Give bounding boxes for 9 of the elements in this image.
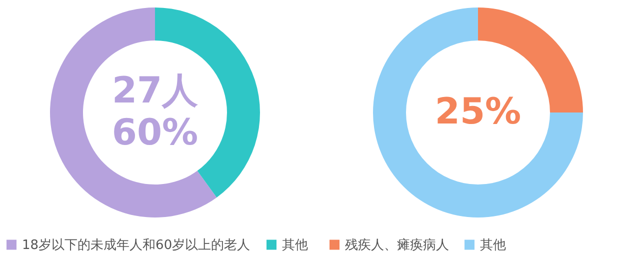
text: 27人 — [112, 70, 198, 112]
donut-slice — [50, 8, 217, 218]
legend-label: 其他 — [480, 238, 506, 253]
legend-label: 残疾人、瘫痪病人 — [345, 238, 449, 253]
donut-slice — [373, 8, 583, 218]
text: 60% — [112, 112, 198, 154]
legend-label: 18岁以下的未成年人和60岁以上的老人 — [22, 238, 250, 253]
legend-label: 其他 — [282, 238, 308, 253]
text: 25% — [434, 92, 522, 132]
